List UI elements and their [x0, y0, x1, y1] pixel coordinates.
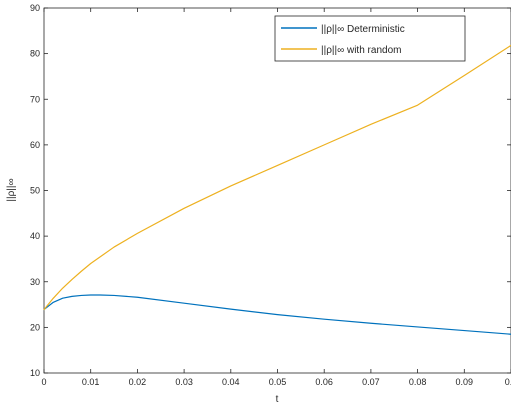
- y-tick-label: 10: [30, 368, 40, 378]
- x-tick-label: 0.08: [409, 377, 427, 387]
- legend-label-random: ||ρ||∞ with random: [321, 45, 401, 56]
- y-axis: 10 20 30 40 50 60 70 80 90: [30, 3, 511, 378]
- legend-box: [274, 15, 466, 62]
- legend-label-deterministic: ||ρ||∞ Deterministic: [321, 24, 405, 35]
- x-axis: 0 0.01 0.02 0.03 0.04 0.05 0.06 0.07 0.08 0.09 0.1: [41, 8, 511, 387]
- y-tick-label: 50: [30, 186, 40, 196]
- x-tick-label: 0.02: [129, 377, 147, 387]
- x-tick-label: 0: [41, 377, 46, 387]
- y-tick-label: 30: [30, 277, 40, 287]
- y-tick-label: 60: [30, 140, 40, 150]
- series-line-random: [43, 44, 511, 311]
- x-tick-label: 0.05: [269, 377, 287, 387]
- legend: ||ρ||∞ Deterministic ||ρ||∞ with random: [274, 15, 466, 62]
- x-tick-label: 0.07: [362, 377, 380, 387]
- y-tick-label: 90: [30, 3, 40, 13]
- y-tick-label: 40: [30, 231, 40, 241]
- x-axis-label: t: [276, 394, 279, 405]
- y-tick-label: 80: [30, 49, 40, 59]
- series-layer: [43, 44, 511, 335]
- series-line-deterministic: [43, 294, 511, 335]
- x-tick-label: 0.06: [315, 377, 333, 387]
- x-tick-label: 0.04: [222, 377, 240, 387]
- y-tick-label: 20: [30, 322, 40, 332]
- x-tick-label: 0.01: [82, 377, 100, 387]
- plot-area: [43, 7, 511, 374]
- x-tick-label: 0.1: [505, 377, 511, 387]
- y-tick-label: 70: [30, 94, 40, 104]
- y-axis-label: ||ρ||∞: [6, 178, 17, 201]
- x-tick-label: 0.09: [456, 377, 474, 387]
- x-tick-label: 0.03: [175, 377, 193, 387]
